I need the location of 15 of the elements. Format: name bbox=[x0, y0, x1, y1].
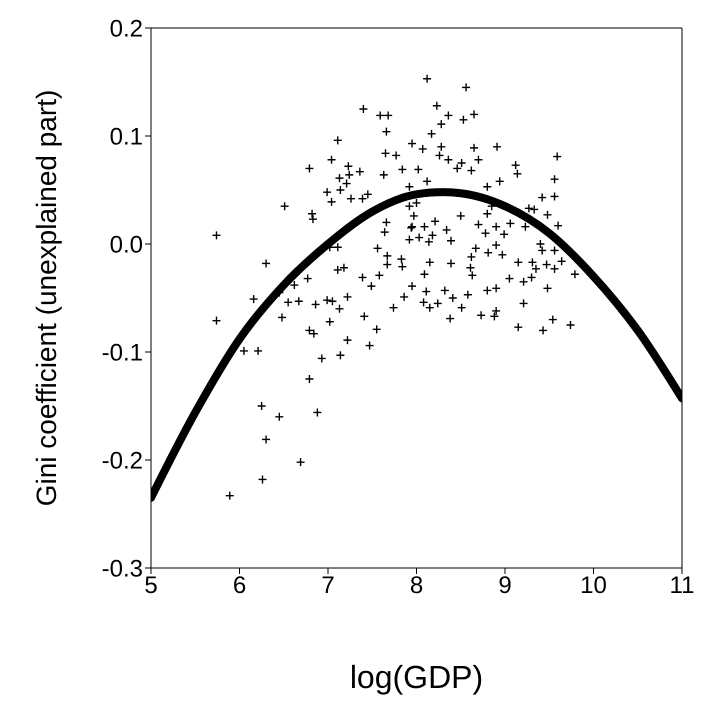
x-tick-label: 9 bbox=[498, 572, 512, 600]
x-tick-label: 11 bbox=[670, 572, 694, 600]
x-tick-label: 7 bbox=[321, 572, 335, 600]
x-tick-label: 10 bbox=[580, 572, 607, 600]
y-axis-title: Gini coefficient (unexplained part) bbox=[30, 90, 62, 506]
x-tick-label: 8 bbox=[410, 572, 424, 600]
y-tick-label: 0.0 bbox=[110, 232, 143, 259]
y-tick-label: -0.1 bbox=[102, 340, 143, 367]
x-tick-label: 6 bbox=[232, 572, 246, 600]
y-tick-label: 0.2 bbox=[110, 16, 143, 43]
x-tick-label: 5 bbox=[144, 572, 158, 600]
x-axis-title: log(GDP) bbox=[350, 659, 484, 695]
y-tick-label: -0.2 bbox=[102, 448, 143, 475]
y-tick-label: 0.1 bbox=[110, 124, 143, 151]
y-tick-label: -0.3 bbox=[102, 556, 143, 583]
